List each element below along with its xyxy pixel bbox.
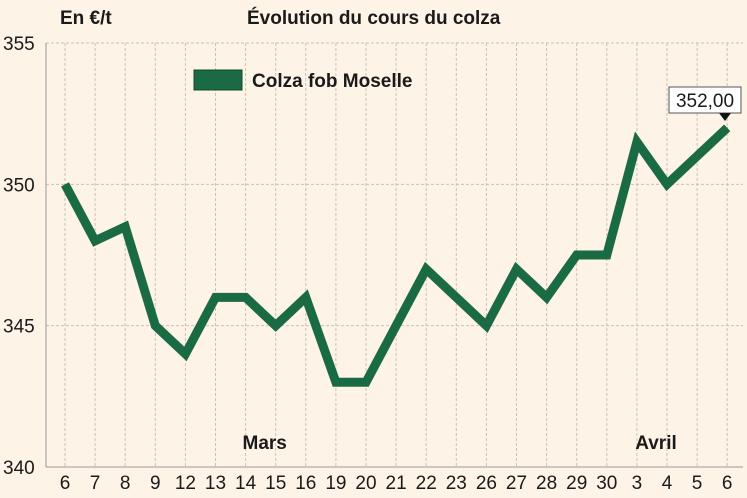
data-point [335,381,337,383]
data-point [395,325,397,327]
data-point [455,296,457,298]
x-tick-label: 6 [722,473,733,494]
x-tick-label: 15 [265,473,286,494]
data-point [546,296,548,298]
x-tick-label: 27 [506,473,527,494]
month-labels: Mars Avril [243,433,677,454]
data-point [425,268,427,270]
x-axis: 6 7 8 9 12 13 14 15 16 19 20 21 22 23 26 27 28 29 30 3 4 5 6 [60,473,733,494]
data-point [636,141,638,143]
data-point [606,254,608,256]
series-layer [61,124,731,387]
data-point [365,381,367,383]
data-point [124,226,126,228]
data-point [275,325,277,327]
legend-label: Colza fob Moselle [252,71,412,92]
data-point [516,268,517,270]
data-point [666,183,668,185]
x-tick-label: 28 [536,473,557,494]
y-axis: 340 345 350 355 [3,34,35,479]
data-point [94,240,96,242]
x-tick-label: 14 [235,473,257,494]
month-label: Mars [243,433,287,454]
data-point [576,254,578,256]
x-tick-label: 7 [90,473,101,494]
legend: Colza fob Moselle [193,69,412,92]
month-label: Avril [635,433,677,454]
y-tick-label: 345 [3,317,35,338]
y-tick-label: 350 [3,175,35,196]
legend-swatch [193,69,243,91]
plot-area [46,43,743,467]
x-tick-label: 23 [446,473,467,494]
data-point [154,325,156,327]
data-point [215,296,216,298]
callout-value: 352,00 [676,91,734,112]
x-tick-label: 9 [150,473,161,494]
chart-title: Évolution du cours du colza [247,7,501,29]
x-tick-label: 6 [60,473,71,494]
x-tick-label: 22 [416,473,437,494]
x-tick-label: 29 [566,473,587,494]
x-tick-label: 19 [325,473,346,494]
callout-box [668,86,742,114]
x-tick-label: 30 [596,473,617,494]
x-tick-label: 4 [662,473,673,494]
x-tick-label: 3 [632,473,643,494]
data-point [485,325,487,327]
last-value-callout: 352,00 [668,86,742,121]
x-tick-label: 20 [355,473,376,494]
data-point [64,183,66,185]
x-tick-label: 26 [476,473,497,494]
data-point [305,296,307,298]
x-tick-label: 16 [295,473,316,494]
callout-pointer [719,113,731,121]
data-point [184,353,186,355]
x-tick-label: 12 [175,473,196,494]
unit-label: En €/t [60,8,112,29]
x-tick-label: 5 [692,473,703,494]
data-point [245,296,247,298]
x-tick-label: 13 [205,473,226,494]
data-point [726,127,728,129]
x-tick-label: 21 [386,473,407,494]
y-tick-label: 340 [3,458,35,479]
x-tick-label: 8 [120,473,131,494]
data-point [696,155,698,157]
y-tick-label: 355 [3,34,35,55]
